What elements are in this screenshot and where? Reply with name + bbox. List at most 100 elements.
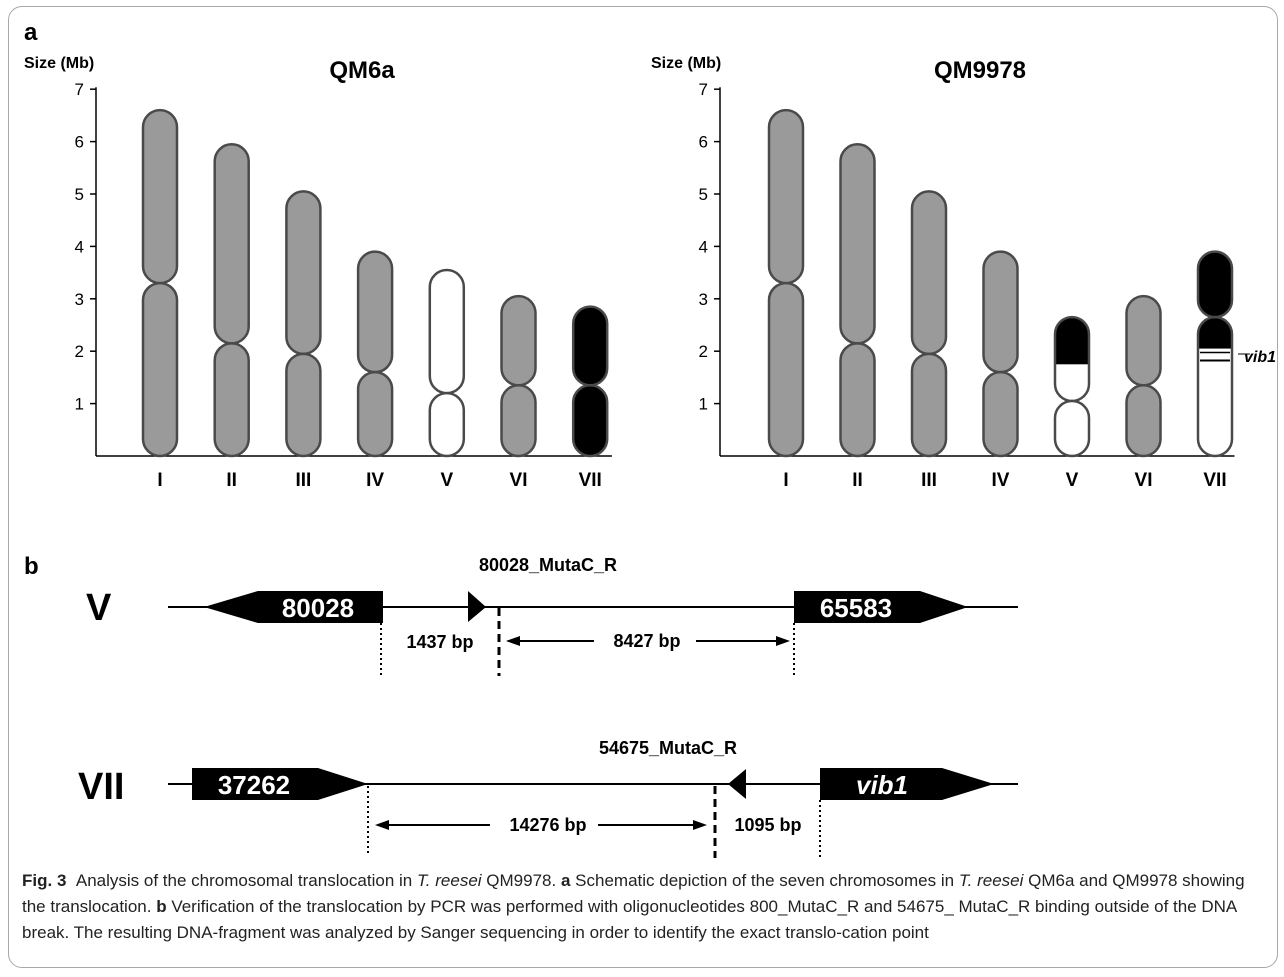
row-vii-map: VII 37262 vib1 54675_MutaC_R 14276 bp 10…: [78, 738, 1018, 858]
left-chromosome-V: [428, 268, 466, 458]
row-v-8427-arrow-right-head: [776, 636, 790, 646]
caption-text-4: QM6a and QM9978 showing the translocatio…: [22, 871, 1245, 916]
left-chromosome-III: [285, 190, 322, 458]
right-y-tick-label: 5: [699, 185, 708, 204]
chromosome-arm: [982, 370, 1019, 458]
chromosome-arm: [767, 281, 805, 458]
caption-species-2: T. reesei: [958, 871, 1024, 890]
right-x-label-IV: IV: [992, 470, 1010, 491]
left-x-label-III: III: [295, 470, 311, 491]
left-chromosome-VII: [571, 305, 609, 458]
gene-vib1-label: vib1: [856, 770, 908, 800]
left-x-labels: I II III IV V VI VII: [157, 470, 601, 491]
chromosome-arm: [1125, 384, 1162, 458]
row-vii-14276-arrow-right-head: [693, 820, 707, 830]
chromosome-arm-black-segment: [1055, 317, 1089, 365]
panel-a-label: a: [24, 19, 38, 46]
chromosome-arm: [428, 268, 466, 395]
right-chart-title: QM9978: [934, 57, 1026, 84]
chromosome-arm: [141, 281, 179, 458]
vib1-marker-label: vib1: [1244, 349, 1276, 366]
caption-fig-number: Fig. 3: [22, 871, 67, 890]
right-chromosome-VII: [1196, 250, 1234, 458]
left-y-tick-label: 2: [75, 342, 84, 361]
chromosome-arm: [839, 342, 876, 458]
right-chromosome-IV: [982, 250, 1019, 458]
chromosome-arm: [500, 384, 537, 458]
right-chromosome-VI: [1125, 294, 1162, 458]
right-x-label-VII: VII: [1203, 470, 1226, 491]
chromosome-arm-outline: [1053, 399, 1091, 458]
chromosome-arm: [213, 142, 250, 345]
primer-80028-arrowhead: [468, 591, 486, 622]
chromosome-arm: [428, 391, 466, 458]
left-y-axis: 1 2 3 4 5 6 7: [75, 80, 612, 457]
row-vii-dist-1095: 1095 bp: [734, 815, 801, 835]
left-y-tick-label: 6: [75, 133, 84, 152]
left-chart-title: QM6a: [329, 57, 395, 84]
chromosome-arm: [356, 250, 394, 374]
right-chromosome-I: [767, 108, 805, 458]
chromosome-arm-fill: [1055, 400, 1089, 456]
caption-label-b: b: [156, 897, 167, 916]
caption-label-a: a: [560, 871, 571, 890]
right-x-label-VI: VI: [1135, 470, 1153, 491]
chromosome-arm: [571, 384, 609, 458]
chromosome-arm: [213, 342, 250, 458]
chromosome-arm: [571, 305, 609, 387]
right-y-tick-label: 1: [699, 395, 708, 414]
chromosome-arm: [141, 108, 179, 285]
caption-text-2: QM9978.: [486, 871, 557, 890]
chromosome-arm-outline: [1196, 315, 1234, 458]
right-y-tick-label: 2: [699, 342, 708, 361]
left-chromosomes: [141, 108, 609, 458]
gene-80028-arrow: [204, 591, 383, 623]
right-chromosome-III: [910, 190, 948, 458]
gene-80028-label: 80028: [282, 593, 354, 623]
chromosome-arm: [910, 352, 948, 458]
gene-37262-arrow: [192, 768, 368, 800]
left-chromosome-I: [141, 108, 179, 458]
primer-80028-label: 80028_MutaC_R: [479, 555, 617, 575]
row-v-dist-1437: 1437 bp: [406, 632, 473, 652]
primer-54675-label: 54675_MutaC_R: [599, 738, 737, 758]
right-x-label-V: V: [1066, 470, 1079, 491]
row-v-8427-arrow-left-head: [506, 636, 520, 646]
chromosome-arm: [982, 250, 1019, 374]
chromosome-arm: [839, 142, 876, 345]
right-x-label-III: III: [921, 470, 937, 491]
left-y-tick-label: 1: [75, 395, 84, 414]
chromosome-arm: [500, 294, 537, 387]
right-chromosome-II: [839, 142, 876, 458]
left-y-tick-label: 5: [75, 185, 84, 204]
gene-65583-label: 65583: [820, 593, 892, 623]
chromosome-arm: [285, 352, 322, 458]
left-y-tick-label: 4: [75, 237, 84, 256]
left-y-tick-label: 3: [75, 290, 84, 309]
left-x-label-VI: VI: [510, 470, 528, 491]
right-x-label-I: I: [783, 470, 788, 491]
gene-65583-arrow: [794, 591, 968, 623]
left-x-label-I: I: [157, 470, 162, 491]
primer-54675-arrowhead: [728, 769, 746, 799]
right-y-tick-label: 3: [699, 290, 708, 309]
left-chromosome-II: [213, 142, 250, 458]
caption-species-1: T. reesei: [416, 871, 482, 890]
caption-text-3: Schematic depiction of the seven chromos…: [575, 871, 955, 890]
chromosome-arm: [910, 190, 948, 356]
left-chromosome-VI: [500, 294, 537, 458]
panel-b-label: b: [24, 553, 39, 580]
left-chromosome-IV: [356, 250, 394, 458]
left-x-label-V: V: [440, 470, 453, 491]
right-x-label-II: II: [852, 470, 863, 491]
row-v-dist-8427: 8427 bp: [613, 631, 680, 651]
gene-37262-label: 37262: [218, 770, 290, 800]
right-y-tick-label: 6: [699, 133, 708, 152]
right-chromosomes: [767, 108, 1234, 458]
right-chromosome-V: [1053, 315, 1091, 458]
chromosome-arm: [356, 370, 394, 458]
figure-frame: [8, 6, 1278, 968]
left-x-label-VII: VII: [579, 470, 602, 491]
